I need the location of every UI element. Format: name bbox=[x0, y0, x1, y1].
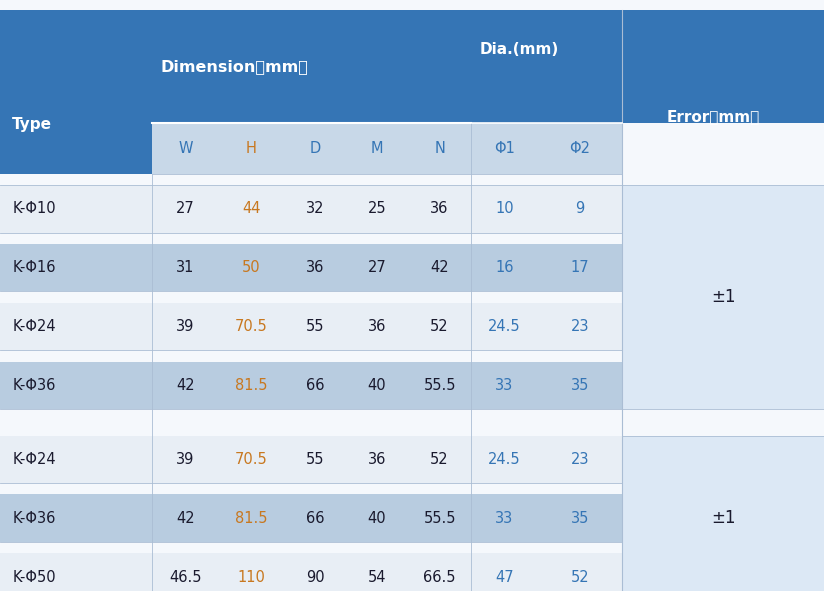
Text: ±1: ±1 bbox=[711, 288, 735, 306]
Bar bbox=[622, 185, 824, 409]
Bar bbox=[622, 303, 824, 350]
Text: N: N bbox=[434, 141, 445, 156]
Text: K-Φ16: K-Φ16 bbox=[12, 260, 56, 275]
Text: 23: 23 bbox=[570, 452, 589, 467]
Text: K-Φ50: K-Φ50 bbox=[12, 570, 56, 584]
Bar bbox=[622, 553, 824, 591]
Text: Φ1: Φ1 bbox=[494, 141, 515, 156]
Bar bbox=[622, 436, 824, 591]
Bar bbox=[0, 185, 622, 233]
Text: 54: 54 bbox=[368, 570, 386, 584]
Text: Dimension（mm）: Dimension（mm） bbox=[161, 59, 308, 74]
Text: 55.5: 55.5 bbox=[424, 378, 456, 393]
Text: 9: 9 bbox=[575, 202, 584, 216]
Text: 66: 66 bbox=[306, 378, 325, 393]
Bar bbox=[0, 495, 622, 542]
Text: 36: 36 bbox=[368, 319, 386, 334]
Text: H: H bbox=[246, 141, 257, 156]
Bar bbox=[622, 362, 824, 409]
Text: 39: 39 bbox=[176, 319, 194, 334]
Bar bbox=[0, 362, 622, 409]
Text: 32: 32 bbox=[306, 202, 325, 216]
Text: 81.5: 81.5 bbox=[235, 378, 268, 393]
Text: 42: 42 bbox=[176, 511, 194, 526]
Text: Type: Type bbox=[12, 117, 53, 132]
Text: K-Φ10: K-Φ10 bbox=[12, 202, 56, 216]
Text: 52: 52 bbox=[430, 452, 449, 467]
Text: W: W bbox=[178, 141, 193, 156]
Text: 10: 10 bbox=[495, 202, 513, 216]
Text: Dia.(mm): Dia.(mm) bbox=[480, 42, 559, 57]
Text: 23: 23 bbox=[570, 319, 589, 334]
Bar bbox=[0, 303, 622, 350]
Bar bbox=[622, 185, 824, 233]
Text: M: M bbox=[371, 141, 383, 156]
Text: 33: 33 bbox=[495, 378, 513, 393]
Text: 35: 35 bbox=[570, 511, 589, 526]
Text: 50: 50 bbox=[242, 260, 260, 275]
Text: 25: 25 bbox=[368, 202, 386, 216]
Text: 44: 44 bbox=[242, 202, 260, 216]
Text: 35: 35 bbox=[570, 378, 589, 393]
Bar bbox=[0, 244, 622, 291]
Text: 40: 40 bbox=[368, 511, 386, 526]
Text: 16: 16 bbox=[495, 260, 513, 275]
Text: 52: 52 bbox=[430, 319, 449, 334]
Text: 90: 90 bbox=[306, 570, 325, 584]
Text: 70.5: 70.5 bbox=[235, 452, 268, 467]
Text: 70.5: 70.5 bbox=[235, 319, 268, 334]
Text: 27: 27 bbox=[176, 202, 194, 216]
Text: K-Φ36: K-Φ36 bbox=[12, 378, 56, 393]
Text: 36: 36 bbox=[306, 260, 325, 275]
Text: D: D bbox=[310, 141, 321, 156]
Text: K-Φ24: K-Φ24 bbox=[12, 319, 56, 334]
Text: 42: 42 bbox=[430, 260, 449, 275]
Text: 33: 33 bbox=[495, 511, 513, 526]
Text: 55: 55 bbox=[306, 319, 325, 334]
Text: 40: 40 bbox=[368, 378, 386, 393]
Text: 27: 27 bbox=[368, 260, 386, 275]
Text: K-Φ24: K-Φ24 bbox=[12, 452, 56, 467]
Text: K-Φ36: K-Φ36 bbox=[12, 511, 56, 526]
Text: 55: 55 bbox=[306, 452, 325, 467]
Text: 42: 42 bbox=[176, 378, 194, 393]
Text: 36: 36 bbox=[368, 452, 386, 467]
Text: 81.5: 81.5 bbox=[235, 511, 268, 526]
Bar bbox=[622, 244, 824, 291]
Text: 66.5: 66.5 bbox=[424, 570, 456, 584]
Bar bbox=[0, 10, 824, 123]
Bar bbox=[0, 436, 622, 483]
Bar bbox=[152, 123, 622, 174]
Text: 110: 110 bbox=[237, 570, 265, 584]
Bar bbox=[0, 553, 622, 591]
Text: 24.5: 24.5 bbox=[488, 452, 521, 467]
Text: Error（mm）: Error（mm） bbox=[667, 109, 760, 124]
Text: 31: 31 bbox=[176, 260, 194, 275]
Bar bbox=[622, 495, 824, 542]
Text: 36: 36 bbox=[430, 202, 449, 216]
Text: 55.5: 55.5 bbox=[424, 511, 456, 526]
Text: 39: 39 bbox=[176, 452, 194, 467]
Text: 46.5: 46.5 bbox=[169, 570, 202, 584]
Bar bbox=[0, 10, 152, 174]
Text: Φ2: Φ2 bbox=[569, 141, 590, 156]
Text: 47: 47 bbox=[495, 570, 513, 584]
Text: 66: 66 bbox=[306, 511, 325, 526]
Text: 52: 52 bbox=[570, 570, 589, 584]
Text: ±1: ±1 bbox=[711, 509, 735, 527]
Text: 24.5: 24.5 bbox=[488, 319, 521, 334]
Bar bbox=[622, 436, 824, 483]
Text: 17: 17 bbox=[570, 260, 589, 275]
